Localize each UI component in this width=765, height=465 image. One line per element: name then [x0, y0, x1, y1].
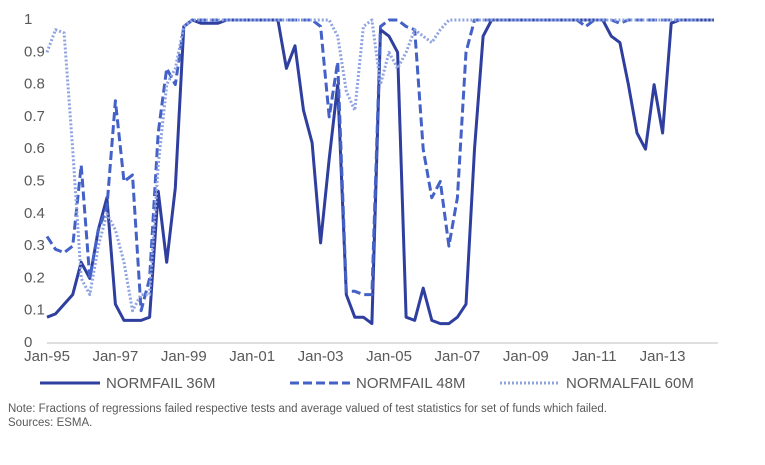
- legend-label: NORMFAIL 36M: [106, 375, 215, 392]
- notes: Note: Fractions of regressions failed re…: [8, 402, 758, 430]
- note: Note: Fractions of regressions failed re…: [8, 403, 607, 415]
- x-tick-label: Jan-07: [434, 348, 480, 365]
- series-line: [45, 18, 714, 313]
- y-tick-label: 0.1: [24, 302, 45, 319]
- x-tick-label: Jan-13: [640, 348, 686, 365]
- y-tick-label: 1: [24, 11, 32, 28]
- x-tick-label: Jan-03: [298, 348, 344, 365]
- y-tick-label: 0: [24, 334, 32, 351]
- x-tick-label: Jan-99: [161, 348, 207, 365]
- y-tick-label: 0.9: [24, 43, 45, 60]
- x-tick-label: Jan-97: [92, 348, 138, 365]
- x-tick-label: Jan-95: [24, 348, 70, 365]
- x-tick-label: Jan-09: [503, 348, 549, 365]
- x-tick-label: Jan-11: [572, 348, 617, 365]
- y-tick-label: 0.6: [24, 140, 45, 157]
- legend-label: NORMALFAIL 60M: [566, 375, 694, 392]
- y-tick-label: 0.8: [24, 76, 45, 93]
- x-tick-label: Jan-05: [366, 348, 412, 365]
- y-tick-label: 0.5: [24, 172, 45, 189]
- series-line: [45, 18, 697, 313]
- chart: 0 0.1 0.2 0.3 0.4 0.5 0.6 0.7 0.8 0.9 1 Jan-95 Jan-9…: [24, 11, 718, 392]
- legend-label: NORMFAIL 48M: [356, 375, 465, 392]
- source: Sources: ESMA.: [8, 417, 93, 429]
- y-tick-label: 0.7: [24, 108, 45, 125]
- y-tick-label: 0.3: [24, 237, 45, 254]
- y-tick-label: 0.4: [24, 205, 45, 222]
- x-tick-label: Jan-01: [229, 348, 275, 365]
- y-tick-label: 0.2: [24, 269, 45, 286]
